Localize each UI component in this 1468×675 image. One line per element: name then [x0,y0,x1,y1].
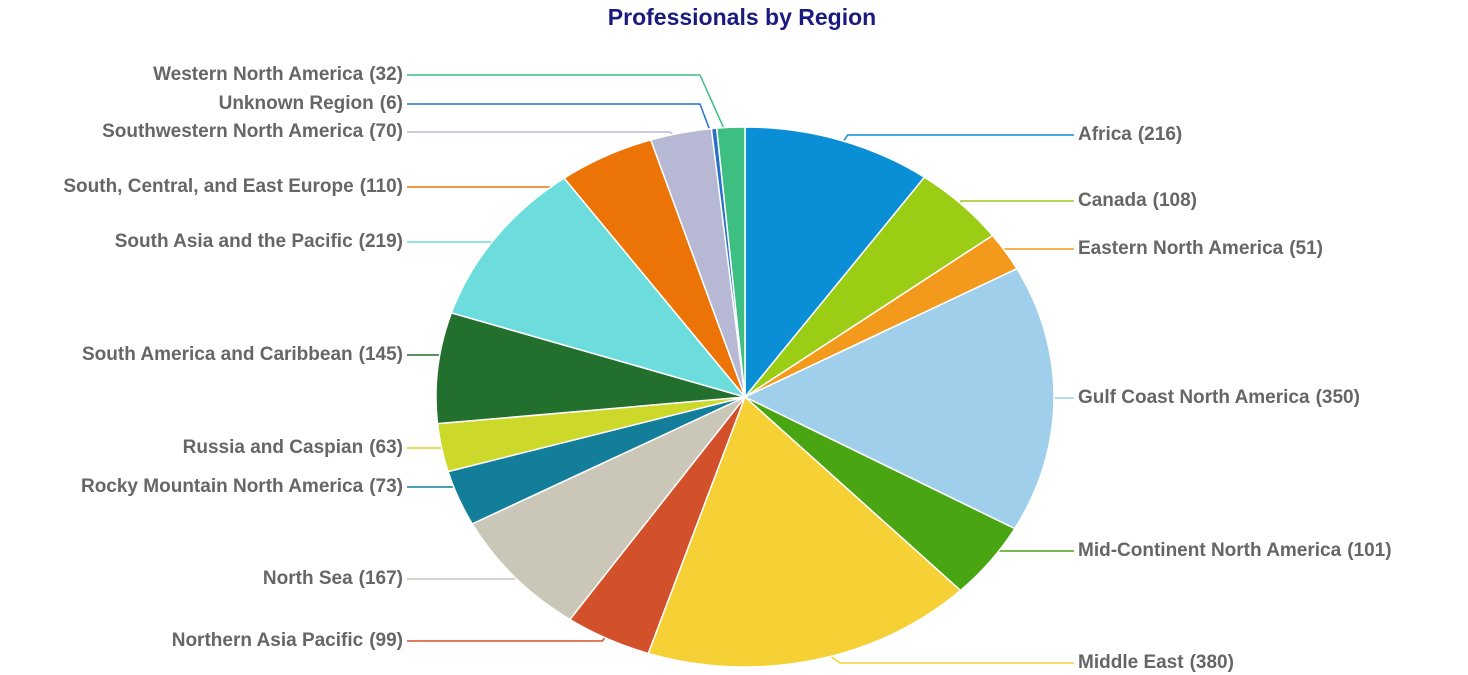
data-label: South America and Caribbean (145) [82,344,403,365]
value-label: (63) [369,437,403,458]
data-label: Rocky Mountain North America (73) [81,476,403,497]
data-label: North Sea (167) [263,568,403,589]
chart-title: Professionals by Region [608,4,876,30]
data-label: Southwestern North America (70) [102,121,403,142]
value-label: (73) [369,476,403,497]
data-label: Russia and Caspian (63) [183,437,403,458]
data-label: Canada (108) [1078,190,1197,211]
category-name: North Sea [263,568,353,589]
data-label: Africa (216) [1078,124,1182,145]
pie-slice [450,177,748,399]
category-name: Canada [1078,190,1147,211]
value-label: (51) [1289,238,1323,259]
category-name: Gulf Coast North America [1078,387,1310,408]
value-label: (216) [1138,124,1182,145]
data-label: Middle East (380) [1078,652,1234,673]
category-name: South, Central, and East Europe [63,176,353,197]
category-name: South America and Caribbean [82,344,353,365]
category-name: Rocky Mountain North America [81,476,364,497]
value-label: (70) [369,121,403,142]
category-name: Unknown Region [219,93,374,114]
data-label: Northern Asia Pacific (99) [172,630,403,651]
category-name: Middle East [1078,652,1184,673]
value-label: (167) [359,568,403,589]
category-name: Eastern North America [1078,238,1284,259]
value-label: (101) [1347,540,1391,561]
pie-slice [435,311,746,425]
data-label: Unknown Region (6) [219,93,403,114]
data-label: South Asia and the Pacific (219) [115,231,403,252]
category-name: Russia and Caspian [183,437,364,458]
category-name: Southwestern North America [102,121,364,142]
category-name: Western North America [153,64,364,85]
value-label: (145) [359,344,403,365]
pie-slice [744,126,926,400]
data-label: Gulf Coast North America (350) [1078,387,1360,408]
value-label: (219) [359,231,403,252]
pie-slice [715,126,746,398]
value-label: (108) [1153,190,1197,211]
data-label: Eastern North America (51) [1078,238,1323,259]
category-name: Northern Asia Pacific [172,630,364,651]
value-label: (6) [380,93,403,114]
pie-slice [647,395,962,668]
value-label: (380) [1190,652,1234,673]
pie-slice [471,396,746,621]
value-label: (350) [1316,387,1360,408]
data-label: South, Central, and East Europe (110) [63,176,403,197]
category-name: South Asia and the Pacific [115,231,353,252]
value-label: (32) [369,64,403,85]
data-label: Western North America (32) [153,64,403,85]
category-name: Mid-Continent North America [1078,540,1342,561]
category-name: Africa [1078,124,1132,145]
pie-slice [743,267,1055,530]
data-label: Mid-Continent North America (101) [1078,540,1392,561]
value-label: (99) [369,630,403,651]
leader-line [407,74,733,147]
value-label: (110) [360,176,403,197]
